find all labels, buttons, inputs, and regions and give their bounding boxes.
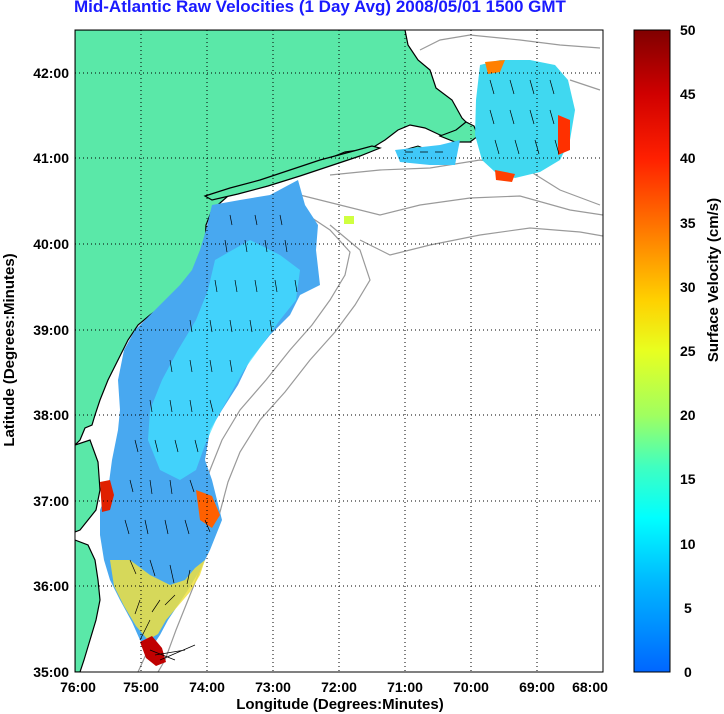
velocity-field-northeast-bottom [495,170,515,182]
y-tick-label: 39:00 [33,322,69,338]
y-axis-label: Latitude (Degrees:Minutes) [1,253,18,446]
colorbar-tick: 30 [680,279,696,295]
x-tick-label: 74:00 [189,679,225,695]
velocity-field-cyan [148,240,300,480]
velocity-field-island [344,216,354,224]
colorbar-tick: 50 [680,22,696,38]
velocity-field-hotspot-west [100,480,114,512]
colorbar-gradient [633,29,671,673]
grid-lines [75,30,603,672]
x-tick-label: 76:00 [60,679,96,695]
y-tick-label: 41:00 [33,150,69,166]
colorbar-label: Surface Velocity (cm/s) [705,198,722,362]
y-tick-label: 40:00 [33,236,69,252]
colorbar-tick: 5 [684,600,692,616]
x-tick-label: 69:00 [519,679,555,695]
y-tick-labels: 42:00 41:00 40:00 39:00 38:00 37:00 36:0… [33,65,69,680]
x-tick-label: 71:00 [387,679,423,695]
y-tick-label: 35:00 [33,664,69,680]
x-tick-labels: 76:00 75:00 74:00 73:00 72:00 71:00 70:0… [60,679,608,695]
velocity-field-northeast-hotspot [558,115,570,155]
bathymetry-contours [137,34,603,672]
x-axis-label: Longitude (Degrees:Minutes) [236,696,444,713]
colorbar-tick: 20 [680,407,696,423]
colorbar-tick: 15 [680,471,696,487]
colorbar-tick: 45 [680,86,696,102]
land-virginia-nc [75,539,101,672]
x-tick-label: 73:00 [255,679,291,695]
y-tick-label: 38:00 [33,407,69,423]
colorbar-tick: 35 [680,215,696,231]
colorbar-tick: 25 [680,343,696,359]
map-title: Mid-Atlantic Raw Velocities (1 Day Avg) … [74,0,566,16]
colorbar-tick: 40 [680,150,696,166]
velocity-field-northeast-top [485,60,505,74]
velocity-field-strip [395,140,460,165]
y-tick-label: 36:00 [33,578,69,594]
x-tick-label: 72:00 [321,679,357,695]
colorbar-tick: 10 [680,536,696,552]
y-tick-label: 37:00 [33,493,69,509]
velocity-field [100,60,575,666]
land-delmarva [75,439,101,533]
colorbar-tick: 0 [684,664,692,680]
velocity-field-warm-south [110,560,205,640]
y-tick-label: 42:00 [33,65,69,81]
plot-border [74,29,604,673]
x-tick-label: 68:00 [572,679,608,695]
land-long-island [203,145,382,201]
colorbar: 50 45 40 35 30 25 20 15 10 5 0 Surface V… [633,22,722,680]
x-tick-label: 75:00 [123,679,159,695]
x-tick-label: 70:00 [453,679,489,695]
velocity-field-northeast [475,60,575,178]
velocity-field-hotspot-mid [196,490,220,528]
